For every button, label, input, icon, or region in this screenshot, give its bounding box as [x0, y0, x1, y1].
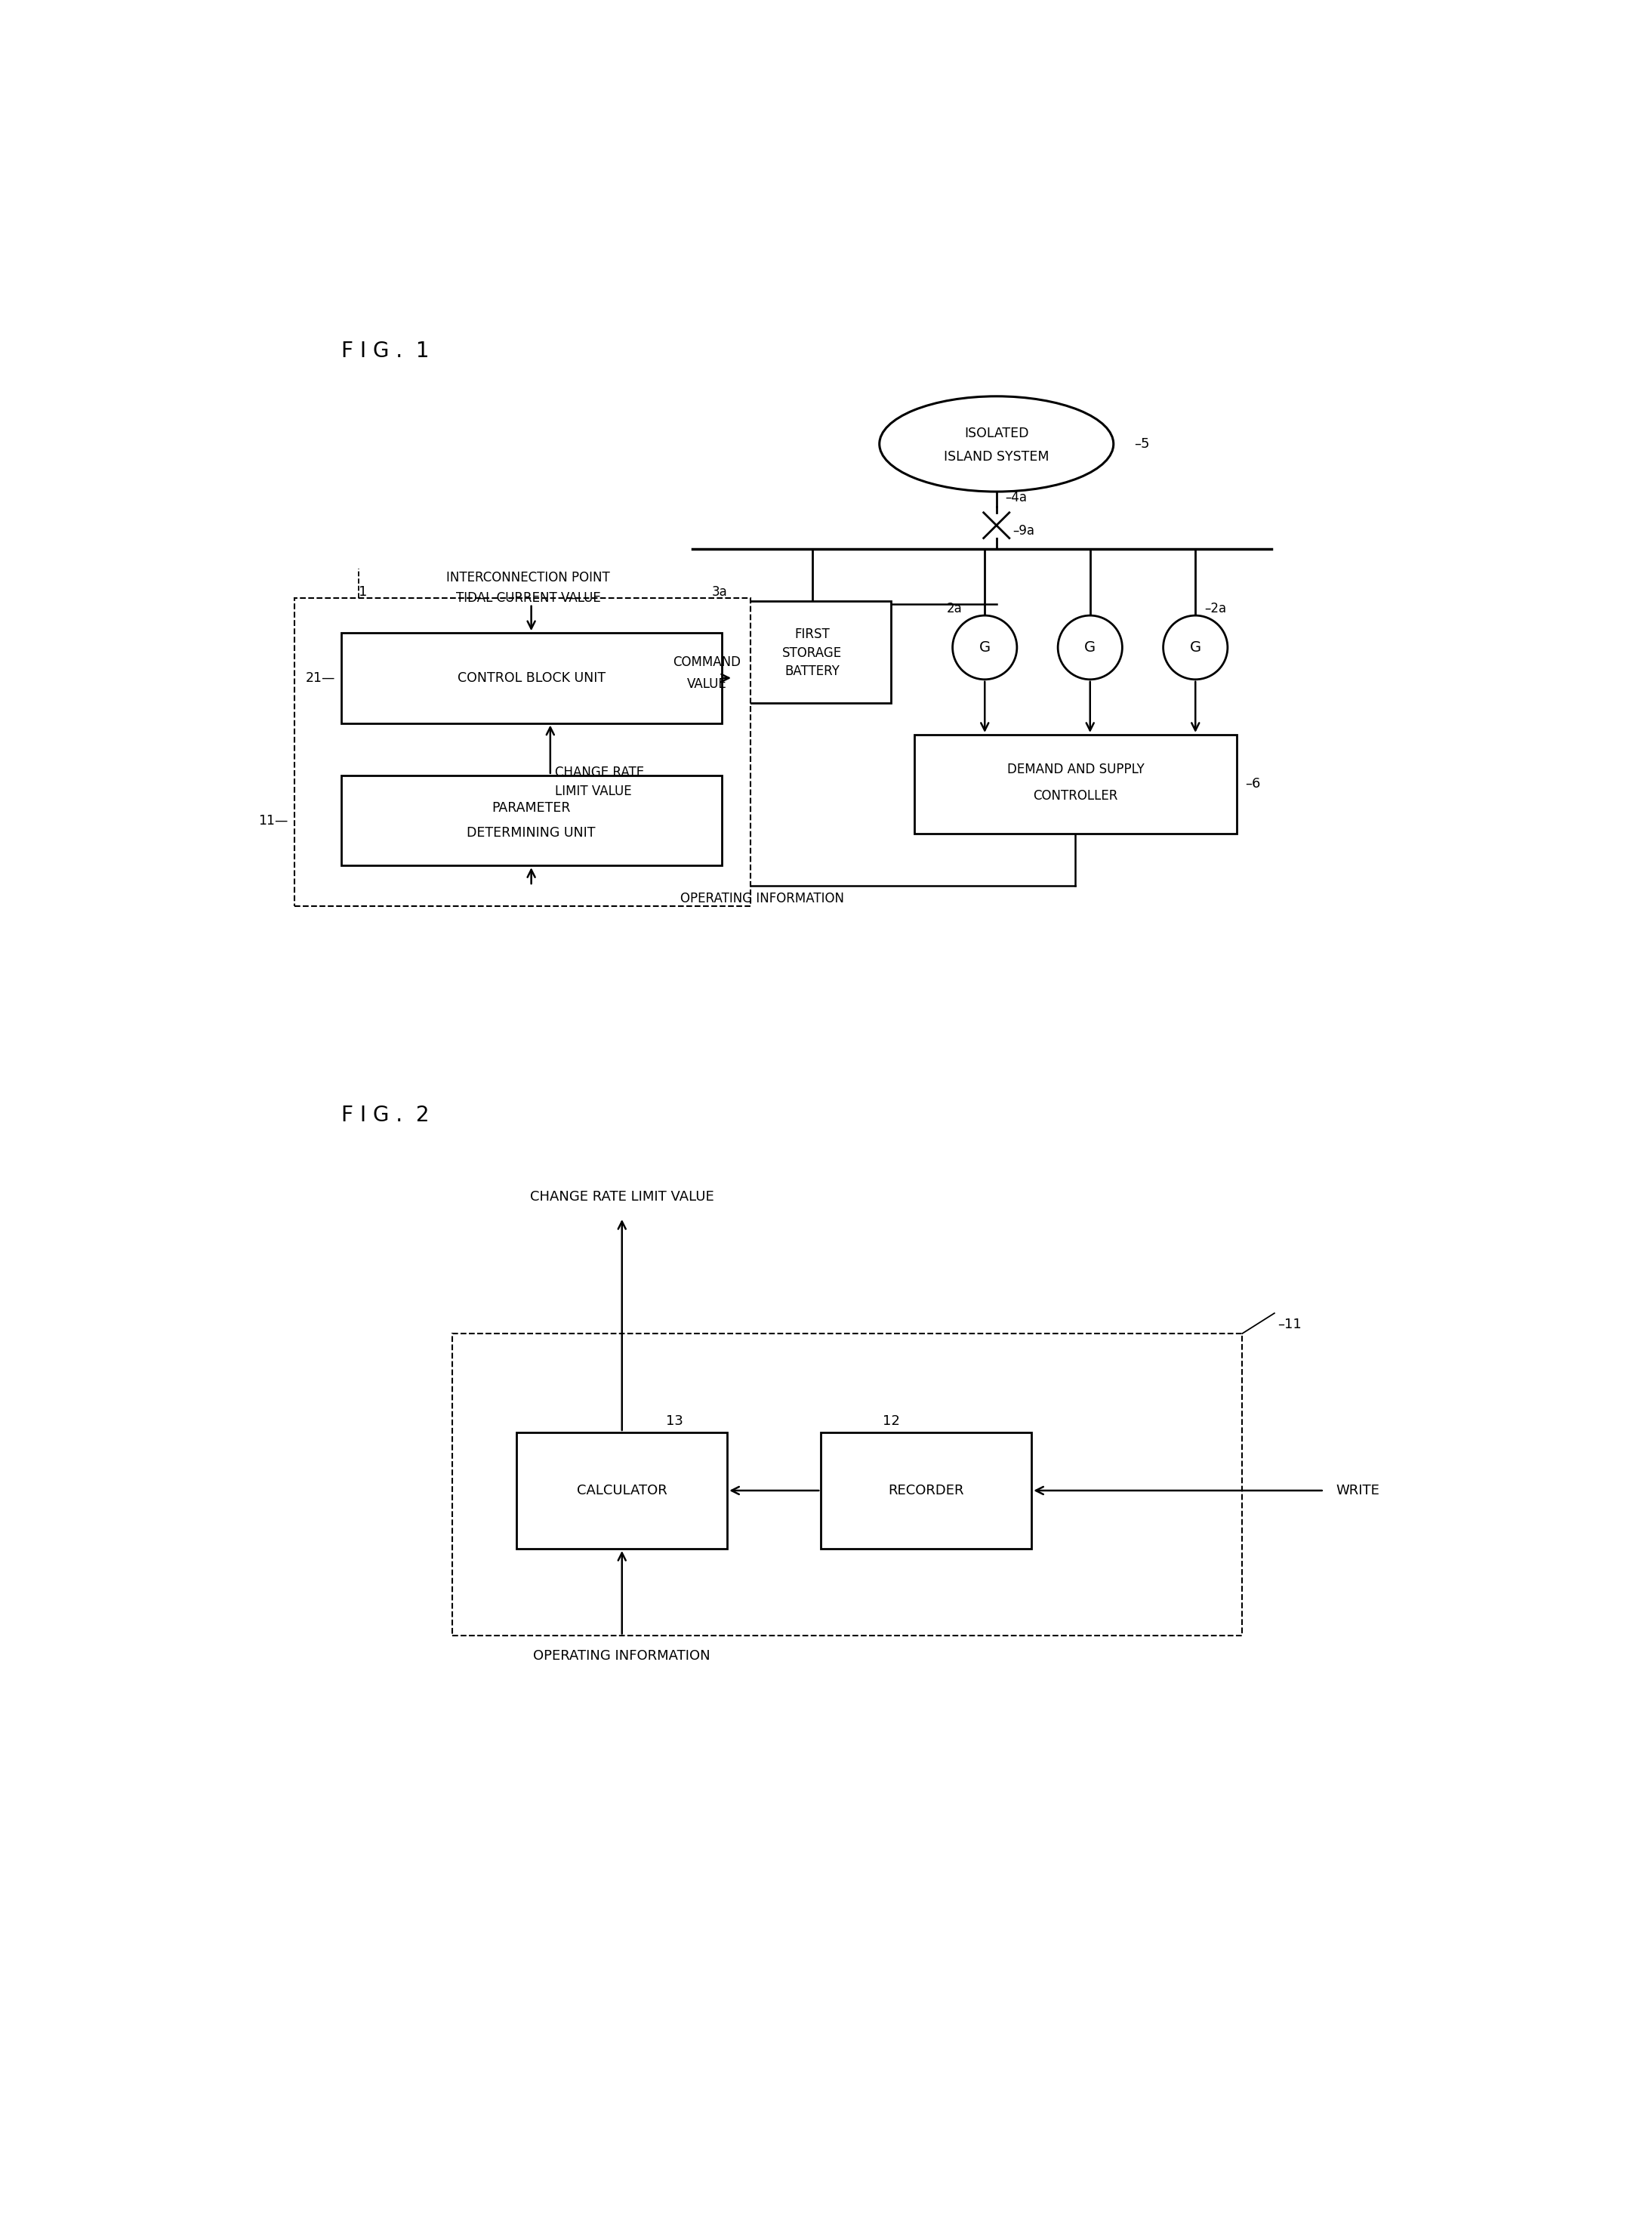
Text: –6: –6 [1246, 778, 1260, 791]
Bar [340, 632, 722, 723]
Text: RECORDER: RECORDER [889, 1483, 965, 1496]
Text: LIMIT VALUE: LIMIT VALUE [555, 785, 631, 798]
Text: TIDAL CURRENT VALUE: TIDAL CURRENT VALUE [456, 592, 601, 605]
Text: WRITE: WRITE [1336, 1483, 1379, 1496]
Bar [294, 599, 750, 907]
Text: CONTROL BLOCK UNIT: CONTROL BLOCK UNIT [458, 672, 605, 685]
Ellipse shape [953, 616, 1018, 678]
Text: DEMAND AND SUPPLY: DEMAND AND SUPPLY [1006, 763, 1145, 776]
Text: G: G [1189, 641, 1201, 654]
Bar [340, 776, 722, 865]
Text: 2a: 2a [947, 601, 963, 616]
Text: STORAGE: STORAGE [783, 645, 843, 661]
Ellipse shape [1057, 616, 1122, 678]
Text: INTERCONNECTION POINT: INTERCONNECTION POINT [446, 572, 610, 585]
Text: F I G .  1: F I G . 1 [340, 341, 430, 361]
Text: 11—: 11— [259, 814, 289, 827]
Text: 21—: 21— [306, 672, 335, 685]
Bar [733, 601, 890, 703]
Text: CALCULATOR: CALCULATOR [577, 1483, 667, 1496]
Text: COMMAND: COMMAND [672, 656, 740, 670]
Text: 3a: 3a [712, 585, 727, 599]
Text: –11: –11 [1277, 1319, 1302, 1332]
Text: CHANGE RATE: CHANGE RATE [555, 765, 644, 778]
Text: G: G [1084, 641, 1095, 654]
Bar [821, 1432, 1031, 1550]
Text: –5: –5 [1133, 437, 1150, 450]
Bar [517, 1432, 727, 1550]
Text: 13: 13 [666, 1414, 684, 1428]
Text: F I G .  2: F I G . 2 [340, 1104, 430, 1126]
Text: CONTROLLER: CONTROLLER [1032, 789, 1118, 803]
Bar [453, 1335, 1242, 1636]
Text: –9a: –9a [1013, 525, 1034, 539]
Text: CHANGE RATE LIMIT VALUE: CHANGE RATE LIMIT VALUE [530, 1191, 714, 1204]
Text: G: G [980, 641, 991, 654]
Ellipse shape [879, 397, 1113, 492]
Text: ISOLATED: ISOLATED [965, 426, 1029, 441]
Text: DETERMINING UNIT: DETERMINING UNIT [468, 827, 596, 840]
Text: FIRST: FIRST [795, 627, 829, 641]
Text: OPERATING INFORMATION: OPERATING INFORMATION [681, 891, 844, 905]
Text: OPERATING INFORMATION: OPERATING INFORMATION [534, 1649, 710, 1663]
Text: 12: 12 [882, 1414, 900, 1428]
Text: ISLAND SYSTEM: ISLAND SYSTEM [943, 450, 1049, 463]
Ellipse shape [1163, 616, 1227, 678]
Text: –4a: –4a [1004, 490, 1028, 503]
Bar [915, 734, 1236, 834]
Text: BATTERY: BATTERY [785, 665, 839, 678]
Text: 1: 1 [358, 585, 367, 599]
Text: PARAMETER: PARAMETER [492, 800, 570, 814]
Text: –2a: –2a [1204, 601, 1226, 616]
Text: VALUE: VALUE [687, 676, 727, 692]
